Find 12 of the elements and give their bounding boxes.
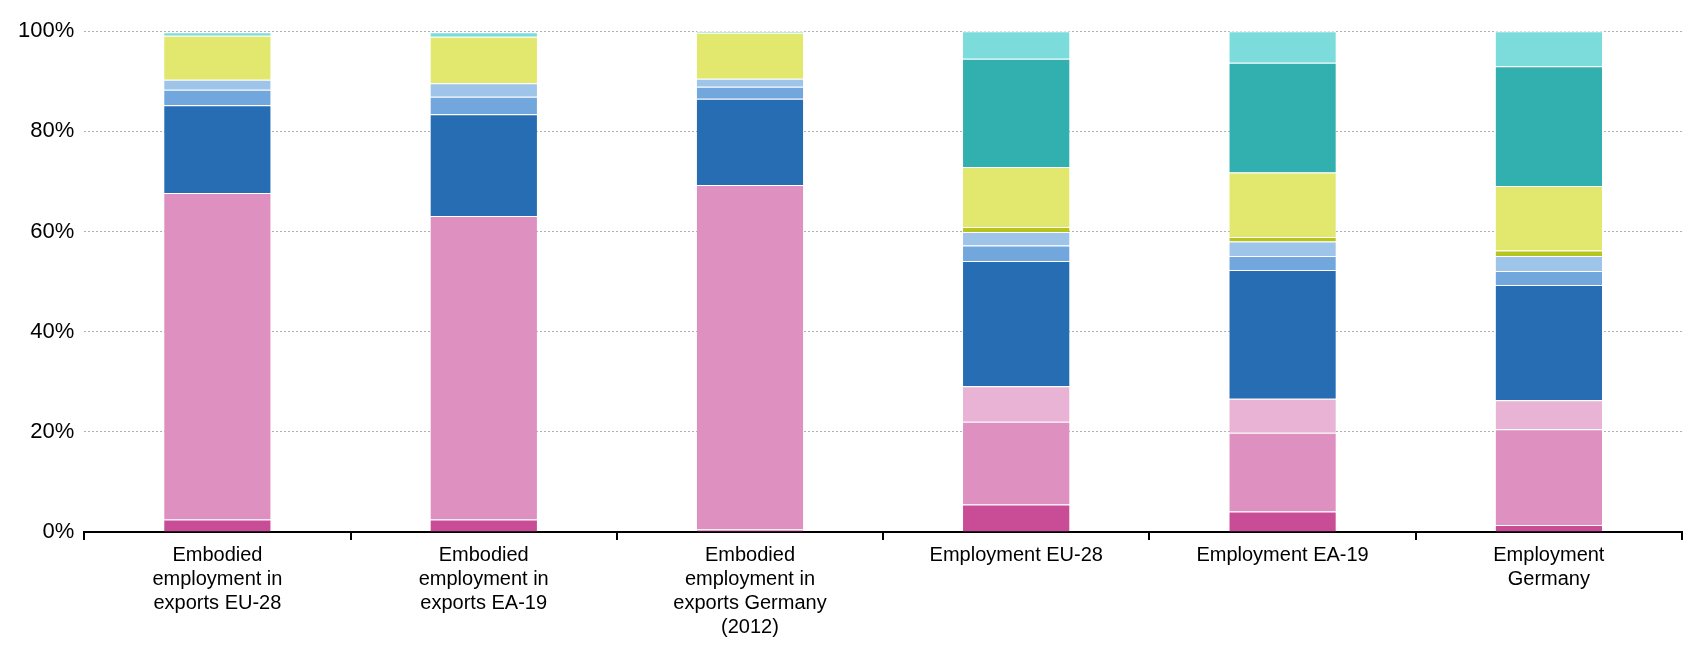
x-tick-label: Employment EA-19 (1196, 542, 1369, 565)
x-tick-label: Embodied employment in exports Germany (2012) (673, 542, 827, 637)
y-tick-label: 40% (30, 317, 75, 343)
x-tick-label: Embodied employment in exports EU-28 (152, 542, 283, 613)
y-tick-label: 80% (30, 117, 75, 143)
x-tick-label: Embodied employment in exports EA-19 (418, 542, 549, 613)
x-tick-label: Employment EU-28 (929, 542, 1103, 565)
y-tick-label: 100% (17, 17, 75, 43)
y-tick-label: 20% (30, 417, 75, 443)
y-tick-label: 0% (42, 518, 75, 544)
x-tick-label: Employment Germany (1493, 542, 1605, 589)
y-tick-label: 60% (30, 217, 75, 243)
